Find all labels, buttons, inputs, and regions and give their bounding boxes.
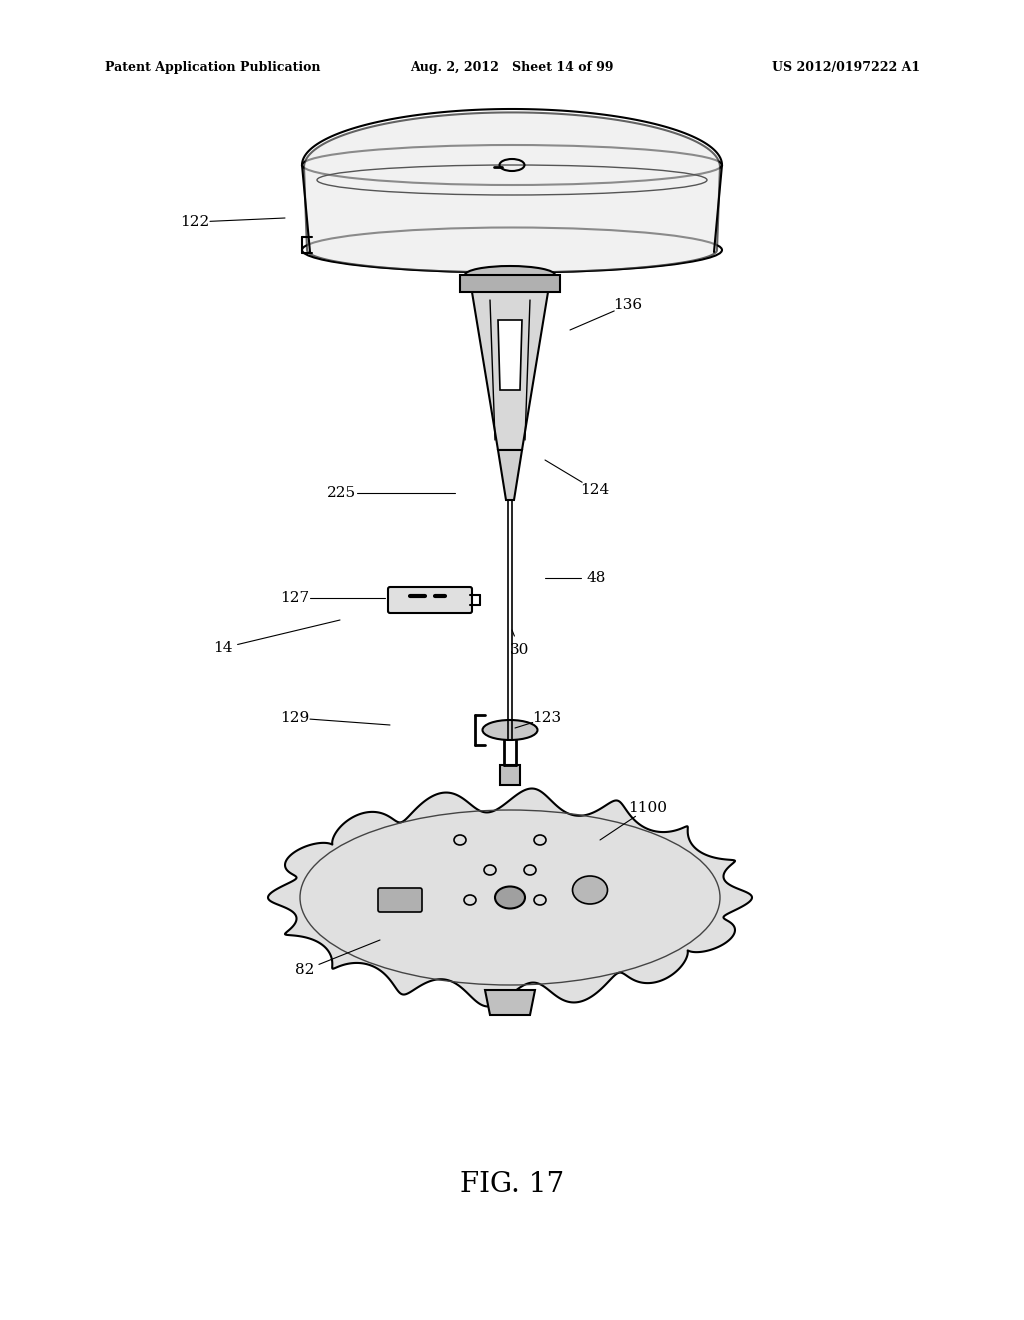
Ellipse shape	[465, 267, 555, 284]
Polygon shape	[304, 112, 720, 272]
Text: 124: 124	[581, 483, 609, 498]
Polygon shape	[485, 990, 535, 1015]
Text: 82: 82	[295, 964, 314, 977]
Polygon shape	[268, 788, 752, 1006]
Text: 122: 122	[180, 215, 210, 228]
Polygon shape	[498, 450, 522, 500]
Text: 48: 48	[587, 572, 605, 585]
FancyBboxPatch shape	[388, 587, 472, 612]
Text: US 2012/0197222 A1: US 2012/0197222 A1	[772, 62, 920, 74]
Text: Aug. 2, 2012   Sheet 14 of 99: Aug. 2, 2012 Sheet 14 of 99	[411, 62, 613, 74]
FancyBboxPatch shape	[378, 888, 422, 912]
Text: 1100: 1100	[629, 801, 668, 814]
Text: 127: 127	[281, 591, 309, 605]
Text: 136: 136	[613, 298, 643, 312]
Polygon shape	[498, 319, 522, 389]
Text: 129: 129	[281, 711, 309, 725]
Ellipse shape	[495, 887, 525, 908]
Polygon shape	[470, 280, 550, 450]
Text: 14: 14	[213, 642, 232, 655]
Polygon shape	[460, 275, 560, 292]
Text: Patent Application Publication: Patent Application Publication	[105, 62, 321, 74]
Ellipse shape	[482, 719, 538, 741]
Text: 225: 225	[328, 486, 356, 500]
Text: FIG. 17: FIG. 17	[460, 1172, 564, 1199]
FancyBboxPatch shape	[500, 766, 520, 785]
Ellipse shape	[572, 876, 607, 904]
Ellipse shape	[465, 271, 555, 290]
Text: 30: 30	[510, 643, 529, 657]
Text: 123: 123	[532, 711, 561, 725]
